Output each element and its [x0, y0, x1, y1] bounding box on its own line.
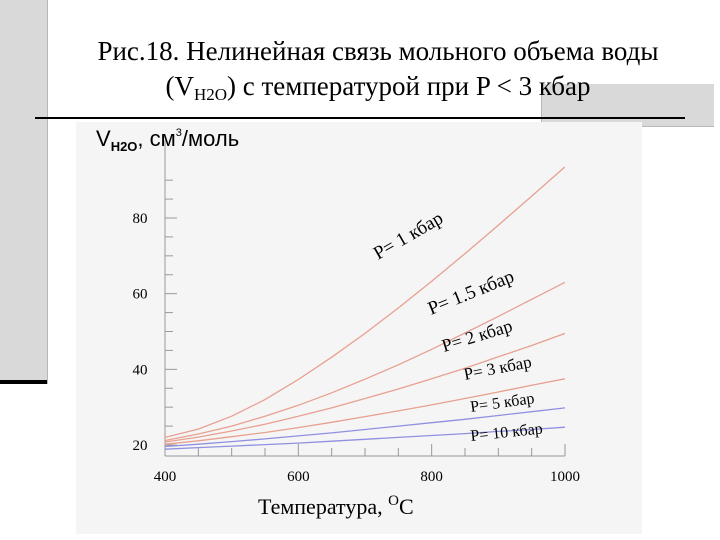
y-tick-label: 60 [133, 287, 148, 303]
y-tick-label: 40 [133, 362, 148, 378]
series-label-6: P= 10 кбар [470, 420, 544, 444]
x-axis-title: Температура, OC [258, 493, 414, 519]
x-tick-label: 400 [154, 469, 177, 485]
x-axis-title-main: Температура, [258, 494, 388, 519]
x-axis-title-sup: O [388, 493, 399, 509]
series-label-3: P= 2 кбар [439, 315, 514, 355]
y-tick-label: 80 [133, 211, 148, 227]
series-label-2: P= 1.5 кбар [425, 266, 517, 320]
x-tick-label: 800 [420, 469, 443, 485]
x-axis-title-end: C [399, 494, 414, 519]
x-tick-label: 1000 [550, 469, 580, 485]
series-label-1: P= 1 кбар [370, 208, 447, 265]
y-tick-label: 20 [133, 438, 148, 454]
x-tick-label: 600 [287, 469, 310, 485]
